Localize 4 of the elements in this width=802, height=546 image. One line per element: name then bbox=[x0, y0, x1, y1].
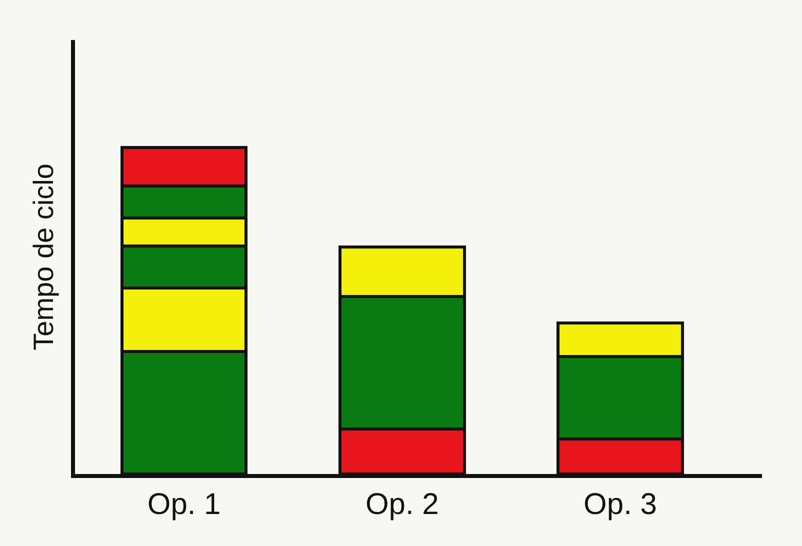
x-tick-label: Op. 2 bbox=[365, 488, 439, 521]
y-axis-title: Tempo de ciclo bbox=[28, 164, 60, 350]
x-tick-label: Op. 3 bbox=[584, 488, 657, 521]
x-tick-label: Op. 1 bbox=[147, 488, 221, 521]
